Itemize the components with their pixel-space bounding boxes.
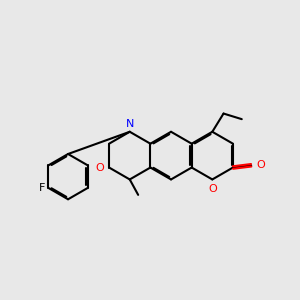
- Text: O: O: [256, 160, 265, 170]
- Text: O: O: [208, 184, 217, 194]
- Text: F: F: [39, 183, 45, 193]
- Text: N: N: [126, 119, 134, 129]
- Text: O: O: [95, 163, 104, 172]
